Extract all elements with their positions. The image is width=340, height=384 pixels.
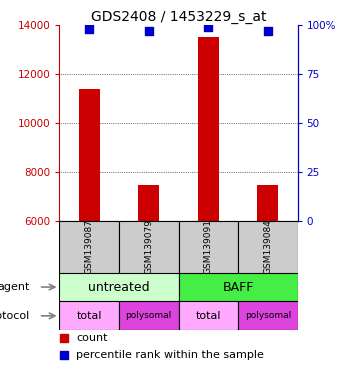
- Text: untreated: untreated: [88, 281, 150, 293]
- Text: agent: agent: [0, 282, 30, 292]
- Point: [146, 28, 152, 34]
- Text: protocol: protocol: [0, 311, 30, 321]
- Bar: [198, 37, 219, 221]
- Point: [62, 352, 67, 358]
- Text: GSM139079: GSM139079: [144, 219, 153, 274]
- Text: count: count: [76, 333, 108, 343]
- Bar: [238, 221, 298, 273]
- Point: [205, 24, 211, 30]
- Text: GSM139091: GSM139091: [204, 219, 213, 274]
- Bar: [119, 221, 178, 273]
- Title: GDS2408 / 1453229_s_at: GDS2408 / 1453229_s_at: [91, 10, 266, 24]
- Bar: [59, 221, 119, 273]
- Point: [62, 335, 67, 341]
- Bar: [178, 273, 298, 301]
- Text: total: total: [195, 311, 221, 321]
- Bar: [138, 185, 159, 221]
- Text: total: total: [76, 311, 102, 321]
- Text: GSM139087: GSM139087: [85, 219, 94, 274]
- Bar: [178, 301, 238, 330]
- Bar: [59, 273, 178, 301]
- Text: polysomal: polysomal: [125, 311, 172, 320]
- Text: GSM139084: GSM139084: [263, 219, 272, 274]
- Bar: [238, 301, 298, 330]
- Bar: [59, 301, 119, 330]
- Point: [86, 26, 92, 32]
- Bar: [257, 185, 278, 221]
- Bar: [178, 221, 238, 273]
- Text: percentile rank within the sample: percentile rank within the sample: [76, 350, 264, 360]
- Bar: [119, 301, 178, 330]
- Point: [265, 28, 271, 34]
- Text: polysomal: polysomal: [244, 311, 291, 320]
- Bar: [79, 89, 100, 221]
- Text: BAFF: BAFF: [222, 281, 254, 293]
